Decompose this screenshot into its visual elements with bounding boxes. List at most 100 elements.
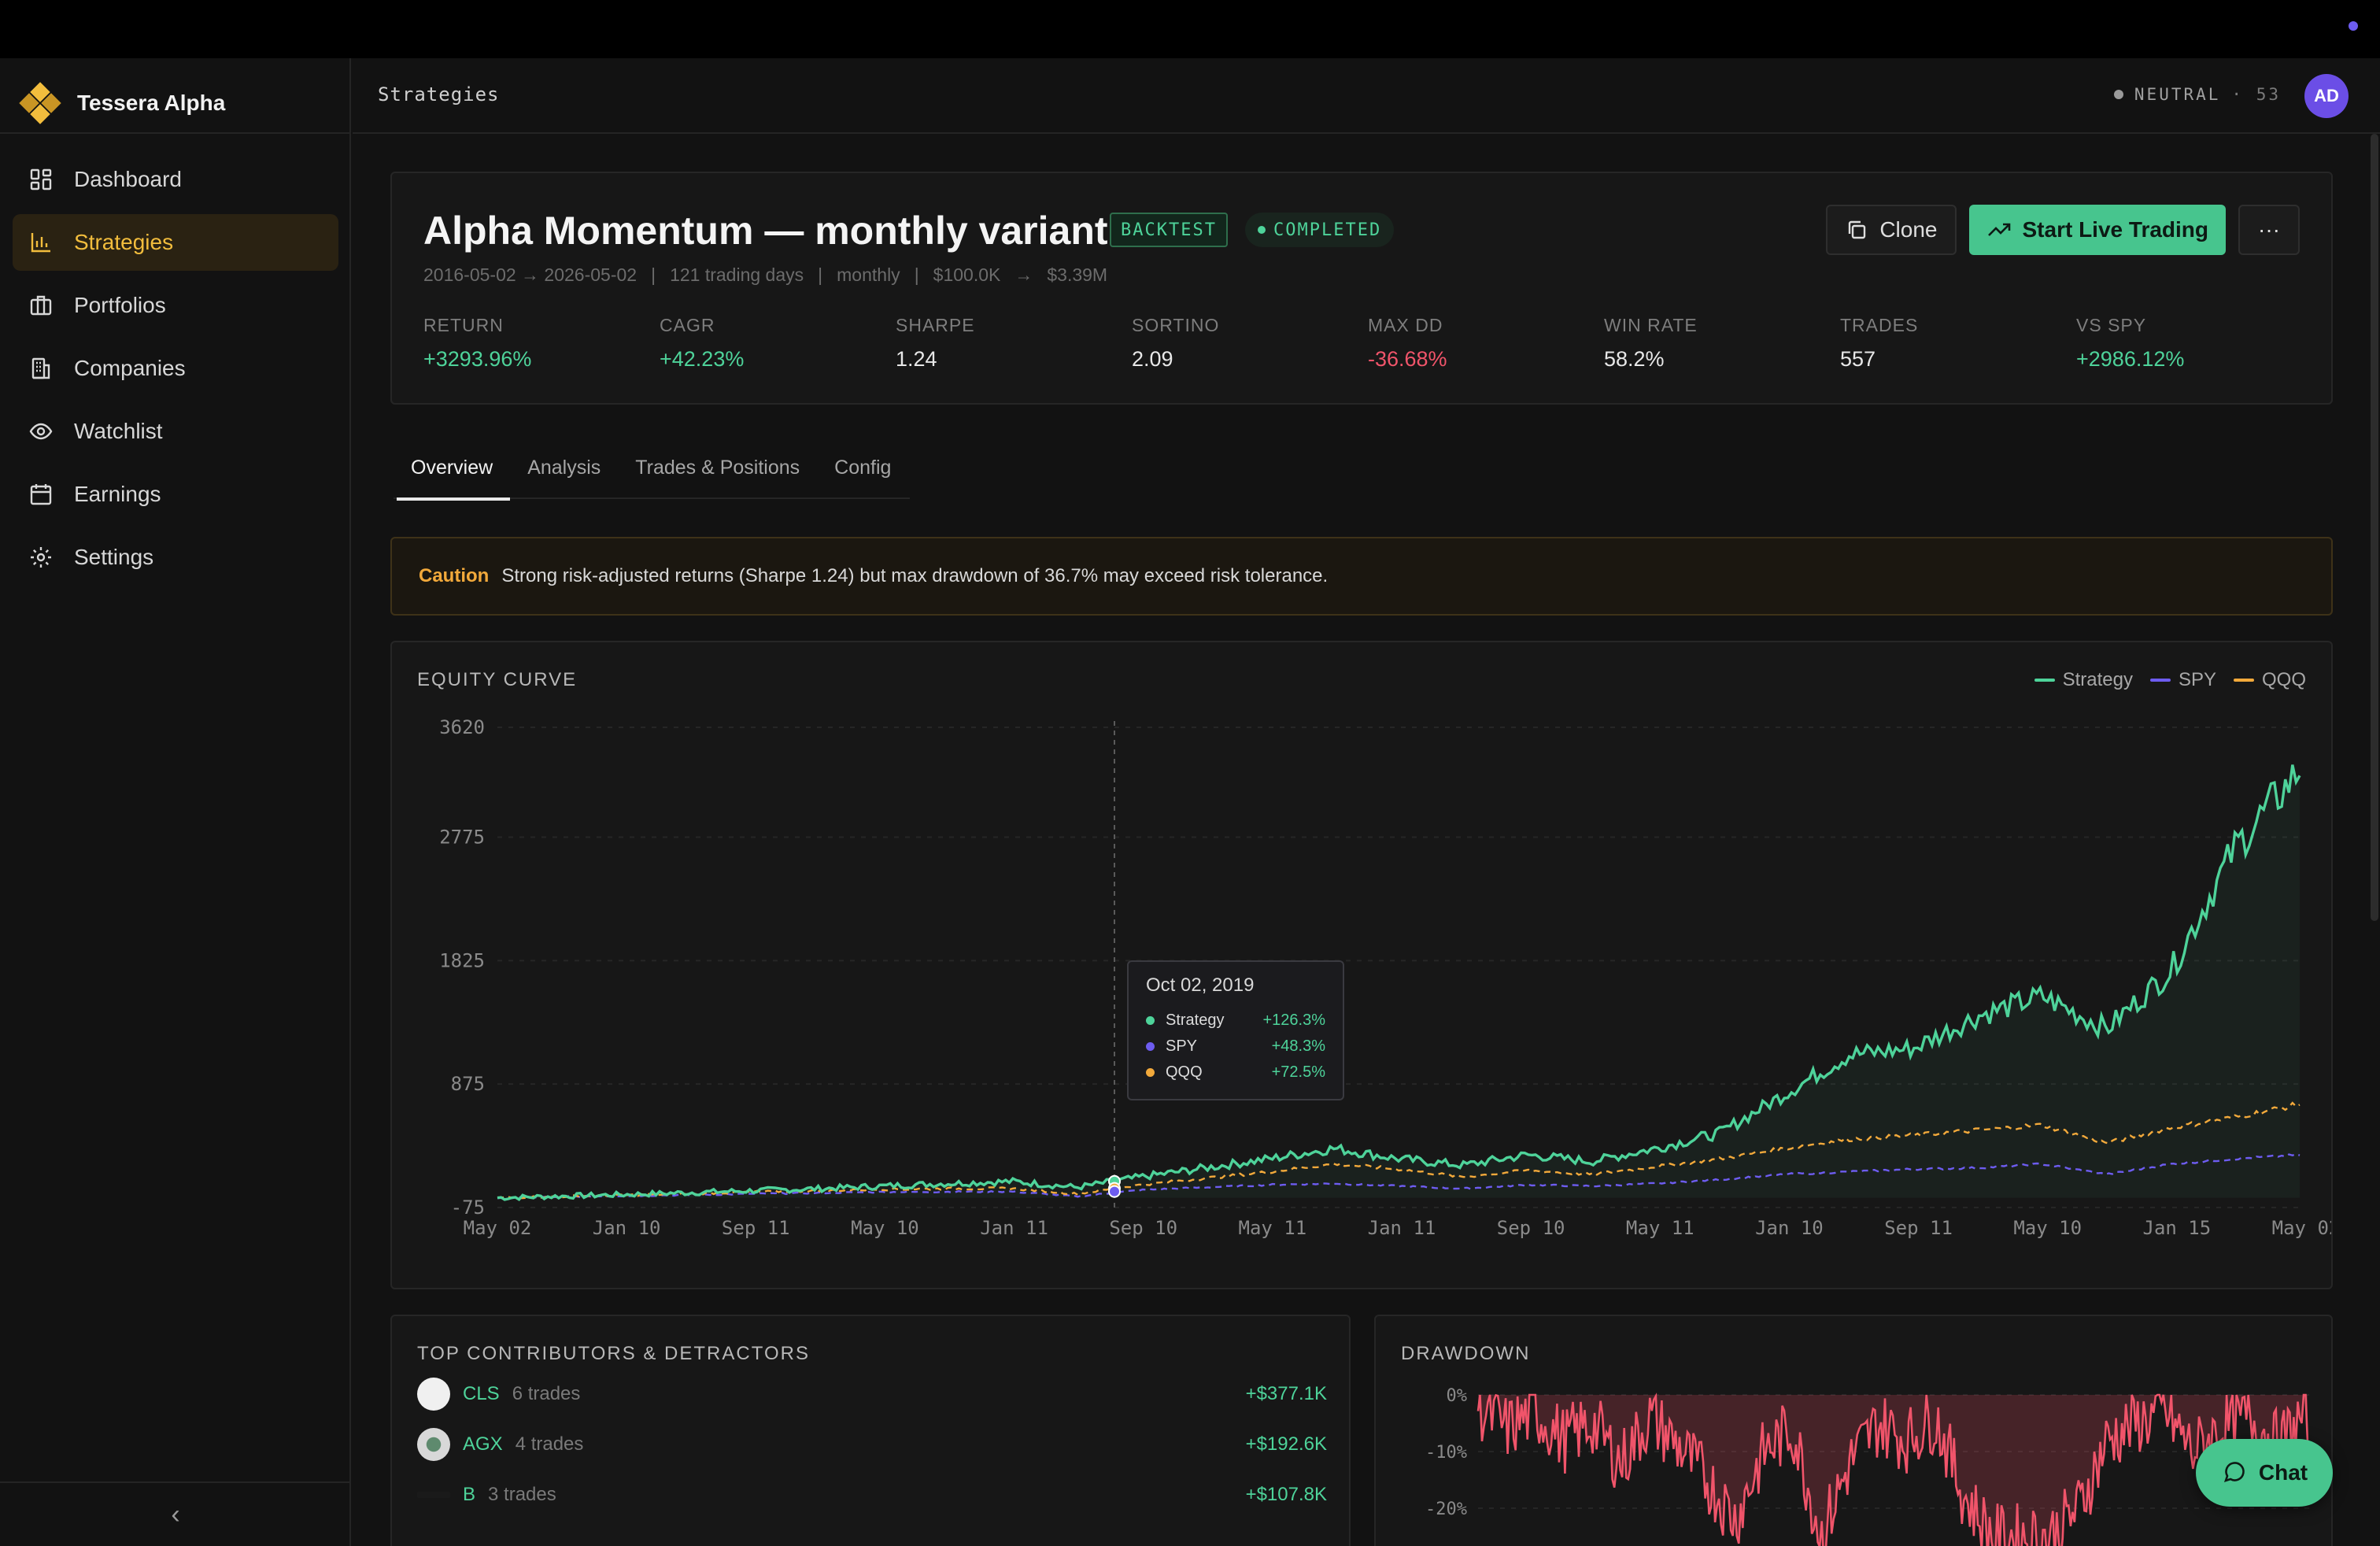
equity-curve-card: 3620 2775 1825 875 -75 May 02 Jan 10 Sep 11 May … (390, 641, 2333, 1289)
x-tick-label: Sep 10 (1497, 1217, 1565, 1239)
tooltip-series-name: QQQ (1166, 1063, 1203, 1081)
drawdown-line (1476, 1393, 2309, 1546)
app-name: Tessera Alpha (77, 91, 226, 115)
y-tick-label: -20% (1425, 1500, 1467, 1519)
drawdown-card: 0% -10% -20% DRAWDOWN (1374, 1315, 2333, 1546)
ticker[interactable]: B (463, 1484, 476, 1505)
list-item[interactable]: CLS 6 trades +$377.1K (417, 1374, 1327, 1414)
caution-message: Strong risk-adjusted returns (Sharpe 1.2… (501, 565, 1329, 586)
meta-separator: | (818, 264, 823, 285)
x-tick-label: May 02 (464, 1217, 532, 1239)
stat-label: TRADES (1840, 315, 1919, 335)
more-options-button[interactable]: ··· (2238, 205, 2300, 255)
legend-label: SPY (2178, 669, 2216, 690)
stat-value: +3293.96% (423, 347, 532, 371)
sidebar-item-dashboard[interactable]: Dashboard (13, 151, 338, 208)
legend-item-qqq[interactable]: QQQ (2233, 669, 2306, 691)
stat-value: +42.23% (660, 347, 745, 371)
market-regime-indicator[interactable]: NEUTRAL · 53 (2113, 85, 2281, 104)
strategy-actions: Clone Start Live Trading ··· (1826, 205, 2300, 255)
backtest-badge: BACKTEST (1110, 213, 1228, 247)
x-tick-label: May 11 (1626, 1217, 1694, 1239)
x-tick-label: Jan 11 (1368, 1217, 1436, 1239)
sidebar-item-strategies[interactable]: Strategies (13, 214, 338, 271)
stat-label: CAGR (660, 315, 715, 335)
legend-item-strategy[interactable]: Strategy (2034, 669, 2133, 691)
trade-count: 4 trades (515, 1433, 584, 1455)
more-icon: ··· (2258, 217, 2280, 242)
collapse-sidebar-button[interactable]: ‹ (0, 1481, 351, 1546)
sidebar-nav: Dashboard Strategies Portfolios Companie… (13, 151, 338, 592)
top-bar (0, 0, 2380, 58)
ticker[interactable]: CLS (463, 1383, 500, 1404)
scrollbar[interactable] (2371, 134, 2378, 921)
stat-label: RETURN (423, 315, 504, 335)
status-badge-label: COMPLETED (1273, 220, 1382, 240)
tooltip-series-name: Strategy (1166, 1012, 1225, 1029)
sidebar-item-watchlist[interactable]: Watchlist (13, 403, 338, 460)
stats-row: RETURN +3293.96% CAGR +42.23% SHARPE 1.24 S… (423, 315, 2312, 372)
ticker[interactable]: AGX (463, 1433, 503, 1455)
pnl-value: +$377.1K (1245, 1383, 1327, 1404)
y-tick-label: 3620 (439, 716, 485, 738)
tooltip-row: Strategy +126.3% (1146, 1008, 1325, 1034)
status-badge: COMPLETED (1245, 213, 1395, 247)
drawdown-chart[interactable]: 0% -10% -20% (1376, 1316, 2331, 1546)
stat-cagr: CAGR +42.23% (660, 315, 896, 372)
hover-point-spy (1108, 1185, 1121, 1198)
page-title: Alpha Momentum — monthly variant (423, 209, 1108, 253)
stat-sortino: SORTINO 2.09 (1132, 315, 1368, 372)
card-title: TOP CONTRIBUTORS & DETRACTORS (417, 1343, 810, 1364)
trading-days: 121 trading days (670, 264, 804, 285)
list-item[interactable]: AGX 4 trades +$192.6K (417, 1425, 1327, 1464)
sidebar-item-label: Earnings (74, 482, 161, 506)
sidebar-item-companies[interactable]: Companies (13, 340, 338, 397)
sidebar: Tessera Alpha Dashboard Strategies Portf… (0, 58, 351, 1546)
sidebar-item-settings[interactable]: Settings (13, 529, 338, 586)
stat-max-dd: MAX DD -36.68% (1368, 315, 1604, 372)
chart-title: EQUITY CURVE (417, 669, 578, 690)
x-tick-label: Sep 10 (1109, 1217, 1177, 1239)
sidebar-item-portfolios[interactable]: Portfolios (13, 277, 338, 334)
chat-bubble-icon (2223, 1462, 2245, 1483)
chat-button[interactable]: Chat (2196, 1439, 2333, 1507)
regime-score: · 53 (2231, 85, 2281, 104)
y-tick-label: 0% (1447, 1386, 1468, 1406)
capital-start: $100.0K (933, 264, 1001, 285)
stat-value: 557 (1840, 347, 1876, 371)
strategy-area (497, 764, 2300, 1200)
brand[interactable]: Tessera Alpha (19, 76, 225, 131)
card-title: DRAWDOWN (1401, 1343, 1531, 1364)
tab-config[interactable]: Config (834, 457, 892, 479)
legend-swatch (2149, 679, 2171, 682)
legend-label: Strategy (2062, 669, 2133, 690)
company-logo-icon (417, 1428, 450, 1461)
bar-chart-icon (31, 233, 50, 253)
tab-overview[interactable]: Overview (394, 452, 511, 501)
list-item[interactable]: B 3 trades +$107.8K (417, 1475, 1327, 1515)
series-line-strategy (497, 764, 2301, 1202)
legend-label: QQQ (2261, 669, 2306, 690)
clone-button[interactable]: Clone (1826, 205, 1957, 255)
trending-up-icon (1987, 223, 2010, 236)
legend-item-spy[interactable]: SPY (2149, 669, 2216, 691)
breadcrumb[interactable]: Strategies (378, 83, 500, 105)
tab-trades-positions[interactable]: Trades & Positions (635, 457, 800, 479)
y-tick-label: 1825 (439, 949, 485, 971)
legend-swatch (2034, 679, 2055, 682)
start-live-trading-button[interactable]: Start Live Trading (1968, 205, 2226, 255)
chart-tooltip: Oct 02, 2019 Strategy +126.3% SPY +48.3% Q… (1127, 960, 1344, 1100)
x-tick-label: May 10 (851, 1217, 919, 1239)
trade-count: 3 trades (488, 1484, 556, 1505)
avatar[interactable]: AD (2304, 74, 2349, 118)
sidebar-item-label: Settings (74, 545, 154, 569)
status-dot-icon (1258, 226, 1266, 234)
building-icon (31, 357, 50, 379)
tab-analysis[interactable]: Analysis (527, 457, 601, 479)
drawdown-area (1478, 1395, 2308, 1546)
sidebar-item-earnings[interactable]: Earnings (13, 466, 338, 523)
stat-value: 1.24 (896, 347, 937, 371)
page-header: Strategies NEUTRAL · 53 AD (353, 58, 2380, 134)
stat-label: SHARPE (896, 315, 975, 335)
